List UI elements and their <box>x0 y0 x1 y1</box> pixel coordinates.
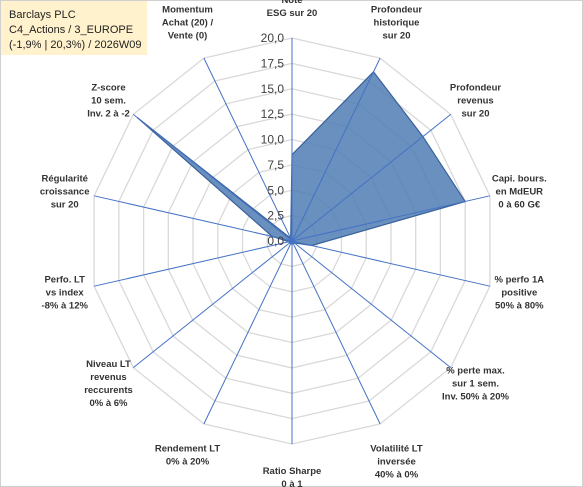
axis-label-7: Volatilité LT inversée 40% à 0% <box>370 444 423 481</box>
axis-label-2-line-1: Profondeur <box>371 5 422 16</box>
axis-label-12-line-2: croissance <box>40 187 90 198</box>
axis-label-12-line-3: sur 20 <box>51 200 79 211</box>
performance-week: (-1,9% | 20,3%) / 2026W09 <box>9 39 142 51</box>
axis-label-10-line-1: Niveau LT <box>86 359 131 370</box>
axis-spoke-2 <box>291 57 381 242</box>
axis-label-12-line-1: Régularité <box>41 174 87 185</box>
axis-label-2-line-3: sur 20 <box>383 31 411 42</box>
axis-label-3-line-1: Profondeur <box>450 83 501 94</box>
axis-label-10-line-3: reccurents <box>84 385 133 396</box>
tick-label-8: 20,0 <box>261 31 285 45</box>
axis-label-9-line-2: 0% à 20% <box>166 457 210 468</box>
axis-spoke-9 <box>203 240 293 425</box>
tick-label-6: 15,0 <box>261 82 285 96</box>
axis-label-6-line-1: % perte max. <box>446 366 505 377</box>
axis-label-12: Régularité croissance sur 20 <box>40 174 90 211</box>
axis-label-7-line-2: inversée <box>377 457 416 468</box>
axis-label-6: % perte max. sur 1 sem. Inv. 50% à 20% <box>442 366 509 403</box>
axis-label-6-line-2: sur 1 sem. <box>452 379 499 390</box>
tick-label-7: 17,5 <box>261 56 285 70</box>
axis-label-11-line-3: -8% à 12% <box>41 301 88 312</box>
axis-spoke-5 <box>291 240 491 287</box>
axis-label-14-line-2: Achat (20) / <box>162 18 214 29</box>
axis-label-2-line-2: historique <box>374 18 420 29</box>
axis-label-13-line-2: 10 sem. <box>91 96 126 107</box>
axis-label-5: % perfo 1A positive 50% à 80% <box>494 275 544 312</box>
axis-label-5-line-3: 50% à 80% <box>495 301 544 312</box>
axis-label-4-line-3: 0 à 60 G€ <box>498 200 540 211</box>
axis-label-5-line-1: % perfo 1A <box>494 275 544 286</box>
axis-spoke-12 <box>93 195 293 242</box>
axis-label-7-line-1: Volatilité LT <box>370 444 423 455</box>
tick-label-3: 7,5 <box>267 158 284 172</box>
axis-label-1: Note ESG sur 20 <box>267 0 318 19</box>
axis-label-14-line-3: Vente (0) <box>168 31 208 42</box>
axis-label-10-line-2: revenus <box>90 372 126 383</box>
axis-label-6-line-3: Inv. 50% à 20% <box>442 392 509 403</box>
axis-label-13-line-3: Inv. 2 à -2 <box>87 109 130 120</box>
axis-label-13: Z-score 10 sem. Inv. 2 à -2 <box>87 83 130 120</box>
axis-label-3-line-3: sur 20 <box>462 109 490 120</box>
tick-label-5: 12,5 <box>261 107 285 121</box>
axis-spoke-7 <box>291 240 381 425</box>
axis-spoke-11 <box>93 240 293 287</box>
axis-label-3-line-2: revenus <box>457 96 493 107</box>
tick-label-1: 2,5 <box>267 209 284 223</box>
axis-label-11-line-1: Perfo. LT <box>44 275 85 286</box>
title-box: Barclays PLC C4_Actions / 3_EUROPE (-1,9… <box>1 1 147 55</box>
axis-spoke-14 <box>203 57 293 242</box>
axis-label-8: Ratio Sharpe 0 à 1 <box>263 466 322 487</box>
axis-label-10: Niveau LT revenus reccurents 0% à 6% <box>84 359 133 409</box>
axis-spoke-13 <box>132 114 293 242</box>
axis-label-1-line-1: Note <box>281 0 302 6</box>
axis-label-9-line-1: Rendement LT <box>155 444 220 455</box>
axis-label-4: Capi. bours. en MdEUR 0 à 60 G€ <box>492 174 547 211</box>
axis-label-2: Profondeur historique sur 20 <box>371 5 422 42</box>
axis-label-3: Profondeur revenus sur 20 <box>450 83 501 120</box>
tick-label-0: 0,0 <box>267 234 284 248</box>
axis-spoke-4 <box>291 195 491 242</box>
axis-label-14-line-1: Momentum <box>162 5 213 16</box>
axis-label-9: Rendement LT 0% à 20% <box>155 444 220 468</box>
axis-label-8-line-1: Ratio Sharpe <box>263 466 322 477</box>
axis-label-1-line-2: ESG sur 20 <box>267 8 318 19</box>
company-name: Barclays PLC <box>9 9 76 21</box>
portfolio-label: C4_Actions / 3_EUROPE <box>9 24 134 36</box>
axis-label-14: Momentum Achat (20) / Vente (0) <box>162 5 214 42</box>
axis-spoke-3 <box>291 114 452 242</box>
axis-label-4-line-2: en MdEUR <box>496 187 544 198</box>
axis-label-10-line-4: 0% à 6% <box>89 398 128 409</box>
axis-label-8-line-2: 0 à 1 <box>281 479 303 487</box>
axis-label-4-line-1: Capi. bours. <box>492 174 547 185</box>
axis-label-13-line-1: Z-score <box>91 83 125 94</box>
tick-label-2: 5,0 <box>267 183 284 197</box>
axis-label-5-line-2: positive <box>501 288 537 299</box>
axis-label-11: Perfo. LT vs index -8% à 12% <box>41 275 88 312</box>
axis-label-11-line-2: vs index <box>46 288 85 299</box>
axis-spoke-6 <box>291 240 452 368</box>
axis-label-7-line-3: 40% à 0% <box>375 470 419 481</box>
axis-spoke-10 <box>132 240 293 368</box>
tick-label-4: 10,0 <box>261 133 285 147</box>
